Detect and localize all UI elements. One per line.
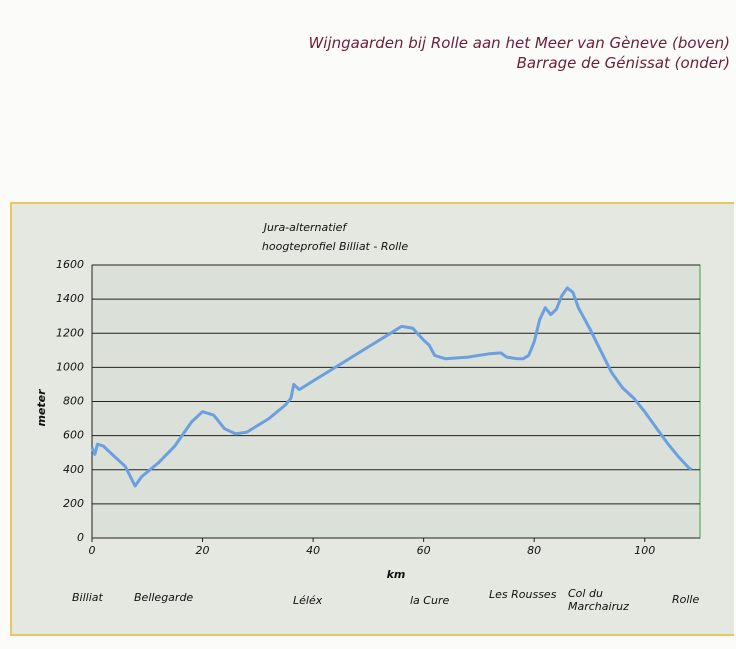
place-label: Les Rousses [489,588,557,601]
y-tick-label: 1200 [56,326,84,339]
x-tick-label: 80 [527,544,541,557]
x-tick-label: 40 [306,544,320,557]
chart-title: Jura-alternatief [262,221,349,234]
place-label: Rolle [672,593,700,606]
x-axis-label: km [387,568,406,581]
caption: Barrage de Génissat (onder) [516,54,730,72]
chart-title: hoogteprofiel Billiat - Rolle [262,240,408,253]
y-tick-label: 200 [63,497,84,510]
place-label: Léléx [293,594,323,607]
y-tick-label: 1400 [56,292,84,305]
x-tick-label: 20 [196,544,210,557]
place-label: la Cure [410,594,450,607]
caption: Wijngaarden bij Rolle aan het Meer van G… [308,34,730,52]
x-tick-label: 100 [634,544,655,557]
y-axis-label: meter [35,389,48,427]
y-tick-label: 1000 [56,360,84,373]
place-label: Bellegarde [134,591,194,604]
y-tick-label: 0 [77,531,84,544]
y-tick-label: 600 [63,429,84,442]
elevation-line [90,286,693,488]
place-label: Billiat [72,591,103,604]
place-label: Col du Marchairuz [568,587,629,613]
y-tick-label: 400 [63,463,84,476]
y-tick-label: 800 [63,395,84,408]
x-tick-label: 60 [417,544,431,557]
x-tick-label: 0 [89,544,96,557]
y-tick-label: 1600 [56,258,84,271]
